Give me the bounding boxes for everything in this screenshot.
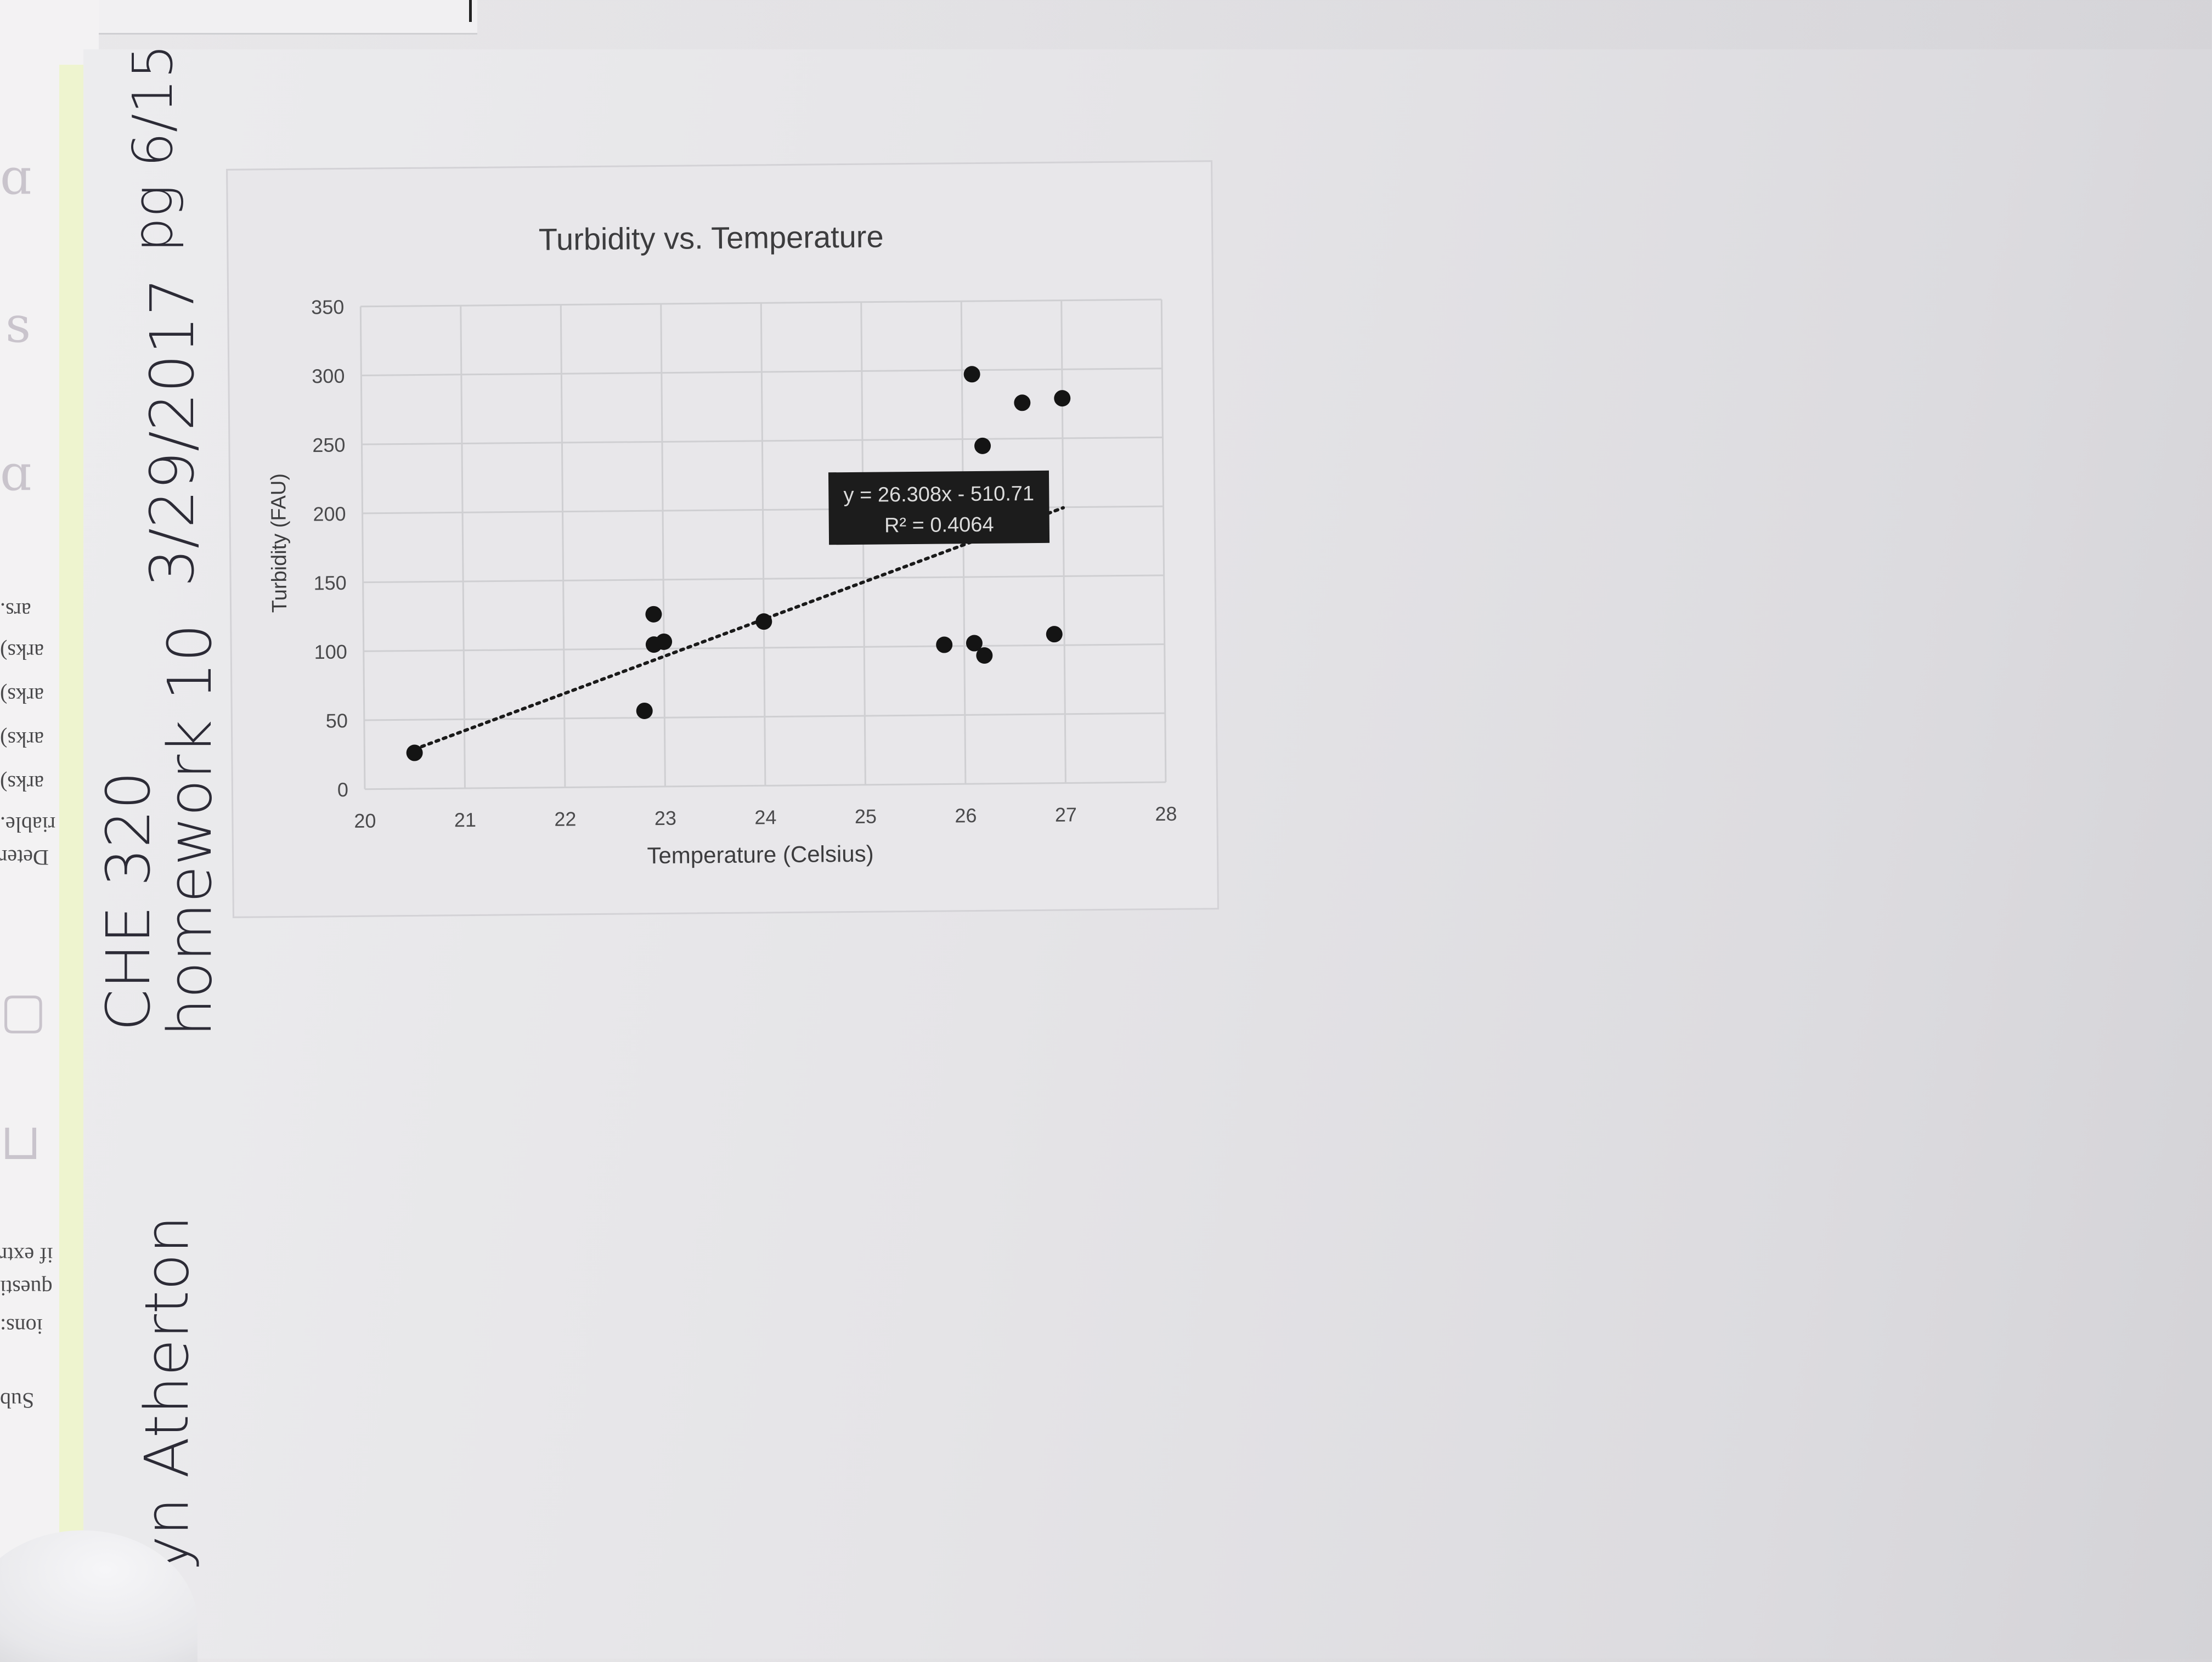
x-axis-ticks: 20 21 22 23 24 25 26 27 28 — [354, 802, 1177, 832]
x-tick-label: 26 — [955, 804, 977, 827]
trendline-label-box — [828, 470, 1050, 545]
x-axis-label: Temperature (Celsius) — [647, 841, 874, 869]
chart-grid — [359, 298, 1167, 790]
x-tick-label: 28 — [1155, 802, 1177, 825]
trendline — [413, 506, 1065, 751]
underlying-sheet-rule — [469, 0, 472, 22]
yellow-paper-edge — [59, 65, 86, 1644]
handwritten-date: 3/29/2017 — [137, 277, 207, 587]
pencil-scribble: ▢ — [0, 982, 47, 1039]
handwritten-page-number: pg 6/15 — [121, 44, 185, 252]
x-gridline — [560, 304, 566, 788]
data-point — [636, 702, 653, 719]
x-tick-label: 24 — [754, 806, 776, 828]
x-gridline — [460, 306, 466, 789]
x-gridline — [359, 306, 366, 789]
x-gridline — [760, 303, 766, 786]
handwritten-name: ryn Atherton — [132, 1215, 202, 1596]
scatter-chart: Turbidity vs. Temperature 0 50 100 150 200 25… — [267, 219, 1177, 869]
handwritten-course: CHE 320 — [93, 771, 163, 1031]
trendline-label: y = 26.308x - 510.71 R² = 0.4064 — [828, 470, 1050, 545]
trendline-group — [413, 506, 1065, 751]
pencil-scribble: ⊔ — [0, 1113, 42, 1171]
chart-title: Turbidity vs. Temperature — [539, 219, 884, 256]
x-gridline — [660, 303, 666, 787]
x-tick-label: 23 — [654, 807, 676, 829]
y-tick-label: 150 — [313, 572, 346, 595]
data-points — [406, 366, 1071, 761]
data-point — [963, 366, 980, 383]
trendline-r-squared: R² = 0.4064 — [884, 513, 994, 538]
y-tick-label: 250 — [312, 433, 345, 456]
data-point — [936, 636, 953, 653]
pencil-scribble: ɑ — [0, 148, 32, 206]
data-point — [1046, 626, 1063, 643]
chart-panel: Turbidity vs. Temperature 0 50 100 150 200 25… — [226, 160, 1219, 918]
trendline-equation: y = 26.308x - 510.71 — [843, 482, 1034, 507]
y-tick-label: 350 — [311, 296, 344, 319]
pencil-scribble: s — [5, 296, 31, 354]
x-gridline — [1060, 300, 1066, 783]
data-point — [1054, 390, 1071, 407]
y-tick-label: 100 — [314, 641, 347, 664]
x-tick-label: 27 — [1055, 803, 1077, 826]
x-tick-label: 22 — [554, 807, 576, 830]
data-point — [974, 437, 991, 454]
data-point — [1014, 394, 1031, 411]
y-tick-label: 200 — [313, 502, 346, 525]
y-tick-label: 0 — [337, 778, 348, 801]
data-point — [645, 606, 662, 623]
y-tick-label: 300 — [312, 365, 345, 388]
x-tick-label: 21 — [454, 809, 476, 831]
pencil-scribble: ɑ — [0, 444, 32, 502]
data-point — [976, 647, 993, 664]
y-tick-label: 50 — [326, 709, 348, 732]
data-point — [656, 633, 673, 650]
handwritten-assignment: homework 10 — [155, 624, 225, 1037]
data-point — [966, 635, 983, 652]
y-axis-ticks: 0 50 100 150 200 250 300 350 — [311, 296, 348, 801]
data-point — [755, 613, 772, 630]
data-point — [406, 744, 423, 761]
x-gridline — [1160, 299, 1167, 782]
x-tick-label: 25 — [855, 805, 877, 828]
x-tick-label: 20 — [354, 810, 376, 832]
y-axis-label: Turbidity (FAU) — [267, 473, 291, 613]
